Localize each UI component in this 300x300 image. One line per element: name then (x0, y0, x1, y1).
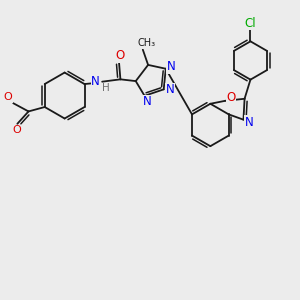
Text: O: O (116, 49, 125, 62)
Text: N: N (167, 60, 176, 73)
Text: CH₃: CH₃ (137, 38, 155, 48)
Text: O: O (226, 92, 236, 104)
Text: N: N (245, 116, 254, 129)
Text: Cl: Cl (244, 16, 256, 30)
Text: N: N (142, 95, 151, 108)
Text: O: O (12, 125, 21, 135)
Text: N: N (166, 83, 175, 96)
Text: O: O (4, 92, 12, 102)
Text: N: N (91, 75, 100, 88)
Text: H: H (102, 83, 110, 93)
